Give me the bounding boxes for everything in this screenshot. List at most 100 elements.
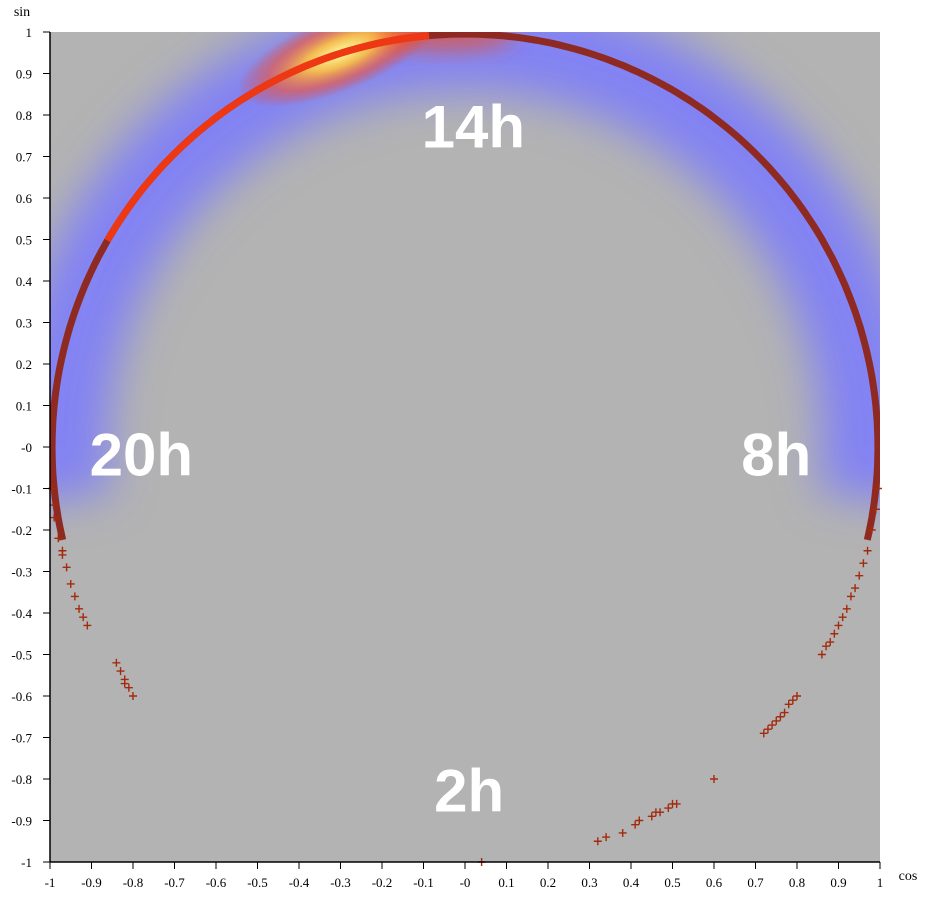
x-tick-label: -0.7 — [164, 875, 185, 890]
y-tick-label: 1 — [26, 25, 33, 40]
y-tick-label: -0.8 — [11, 772, 32, 787]
x-axis-label: cos — [899, 869, 918, 884]
data-point — [817, 650, 826, 659]
data-point — [672, 799, 681, 808]
x-tick-label: 0.4 — [623, 875, 640, 890]
y-tick-label: -0.7 — [11, 731, 32, 746]
data-point — [842, 604, 851, 613]
x-tick-label: -0.8 — [123, 875, 144, 890]
y-tick-label: 0.1 — [16, 399, 32, 414]
hour-label: 8h — [741, 421, 811, 488]
x-tick-label: -0.3 — [330, 875, 351, 890]
data-point — [62, 563, 71, 572]
data-point — [66, 579, 75, 588]
y-axis-label: sin — [14, 5, 30, 20]
x-tick-label: 0.2 — [540, 875, 556, 890]
data-point — [776, 712, 785, 721]
y-tick-label: 0.8 — [16, 108, 32, 123]
data-point — [710, 775, 718, 783]
hour-label: 2h — [434, 757, 504, 824]
y-tick-label: -0.3 — [11, 565, 32, 580]
ring-arc-hot — [104, 32, 430, 243]
x-tick-label: 0.9 — [830, 875, 846, 890]
data-point — [768, 721, 777, 730]
y-tick-label: -0.5 — [11, 648, 32, 663]
data-point — [635, 816, 644, 825]
data-point — [124, 683, 133, 692]
heat-halo — [50, 32, 880, 500]
data-point — [851, 584, 860, 593]
y-tick-label: 0.6 — [16, 191, 33, 206]
data-point — [664, 804, 673, 813]
data-point — [50, 501, 59, 510]
data-point — [656, 808, 665, 817]
data-point — [871, 505, 880, 514]
data-point — [867, 526, 876, 534]
x-tick-label: -0.1 — [413, 875, 434, 890]
data-point — [772, 716, 781, 725]
data-point — [83, 621, 92, 630]
data-point — [602, 833, 611, 842]
x-tick-label: -0.5 — [247, 875, 268, 890]
x-tick-label: -0.2 — [372, 875, 393, 890]
y-tick-label: -0 — [21, 440, 32, 455]
x-tick-label: 0.3 — [581, 875, 597, 890]
data-point — [631, 820, 640, 829]
data-point — [780, 708, 789, 717]
y-tick-label: -0.1 — [11, 482, 32, 497]
data-point — [788, 696, 797, 705]
y-tick-label: -0.4 — [11, 606, 32, 621]
y-tick-label: 0.7 — [16, 150, 33, 165]
data-point — [763, 725, 772, 734]
data-point — [793, 692, 801, 700]
data-point — [759, 729, 768, 738]
x-tick-label: 0.5 — [664, 875, 680, 890]
data-point — [855, 571, 864, 580]
data-point — [129, 692, 137, 700]
axes: -1 -0.9 -0.8 -0.7 -0.6 -0.5 -0.4 -0.3 -0.2 -0.1 -0… — [11, 5, 917, 890]
density-ring — [50, 32, 880, 541]
y-tick-label: 0.3 — [16, 316, 32, 331]
data-point — [112, 658, 121, 667]
scatter-points — [48, 484, 882, 866]
y-tick-label: 0.4 — [16, 274, 33, 289]
x-tick-label: 1 — [877, 875, 884, 890]
y-tick-label: -0.6 — [11, 689, 32, 704]
x-tick-label: -0.9 — [81, 875, 102, 890]
data-point — [834, 621, 843, 630]
data-point — [784, 700, 793, 709]
x-tick-label: -0.6 — [206, 875, 227, 890]
y-tick-label: -1 — [21, 855, 32, 870]
x-tick-label: 0.7 — [747, 875, 764, 890]
hour-label: 20h — [90, 421, 193, 488]
data-point — [70, 592, 79, 601]
y-tick-label: -0.2 — [11, 523, 32, 538]
data-point — [75, 604, 84, 613]
x-tick-label: -1 — [45, 875, 56, 890]
data-point — [838, 613, 847, 622]
y-tick-label: -0.9 — [11, 814, 32, 829]
data-point — [863, 546, 872, 555]
data-point — [116, 667, 125, 676]
data-point — [593, 837, 602, 846]
data-point — [846, 592, 855, 601]
data-point — [873, 484, 882, 493]
hour-labels: 14h 8h 20h 2h — [90, 93, 812, 824]
y-tick-label: 0.2 — [16, 357, 32, 372]
data-point — [618, 828, 627, 837]
x-tick-label: 0.6 — [706, 875, 723, 890]
ring-arc — [50, 32, 880, 541]
data-point — [58, 546, 67, 555]
data-point — [830, 629, 839, 638]
data-point — [79, 613, 88, 622]
y-tick-label: 0.5 — [16, 233, 32, 248]
x-tick-label: -0.4 — [289, 875, 310, 890]
x-tick-label: 0.8 — [789, 875, 805, 890]
data-point — [50, 513, 59, 522]
data-point — [54, 534, 63, 543]
data-point — [826, 638, 835, 647]
data-point — [859, 559, 868, 568]
x-tick-label: -0 — [460, 875, 471, 890]
data-point — [120, 679, 129, 688]
